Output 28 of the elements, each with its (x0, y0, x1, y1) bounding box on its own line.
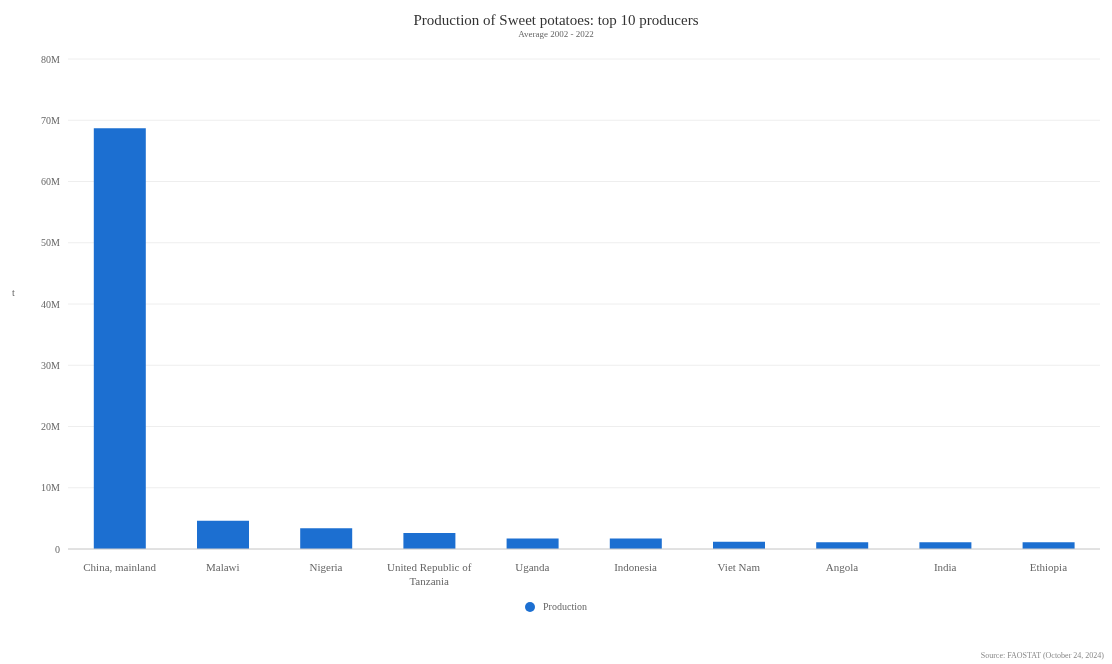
bar (300, 528, 353, 549)
y-tick-label: 50M (41, 237, 61, 249)
x-tick-label: China, mainland (83, 561, 157, 573)
chart-subtitle: Average 2002 - 2022 (517, 29, 595, 39)
y-tick-label: 40M (41, 298, 61, 310)
y-tick-label: 60M (41, 176, 61, 188)
source-note: Source: FAOSTAT (October 24, 2024) (980, 651, 1104, 660)
x-tick-label: Ethiopia (1029, 561, 1068, 573)
x-tick-label: India (933, 561, 957, 573)
y-axis-title: t (12, 287, 15, 298)
x-tick-label: Angola (825, 561, 859, 573)
bar (403, 533, 456, 549)
legend-label: Production (542, 601, 587, 612)
chart-title: Production of Sweet potatoes: top 10 producers (412, 12, 700, 29)
y-tick-label: 0 (55, 543, 60, 555)
x-tick-label: Nigeria (309, 561, 343, 573)
x-tick-label: Uganda (515, 561, 550, 573)
y-tick-label: 30M (41, 359, 61, 371)
bar (93, 128, 146, 549)
y-tick-label: 10M (41, 482, 61, 494)
x-tick-label: Indonesia (614, 561, 658, 573)
x-tick-label: Viet Nam (717, 561, 761, 573)
x-tick-label: United Republic of Tanzania (387, 561, 472, 587)
y-tick-label: 70M (41, 114, 61, 126)
bar (197, 520, 249, 549)
y-tick-label: 80M (41, 53, 61, 65)
y-tick-label: 20M (41, 421, 61, 433)
x-tick-label: Malawi (206, 561, 240, 573)
